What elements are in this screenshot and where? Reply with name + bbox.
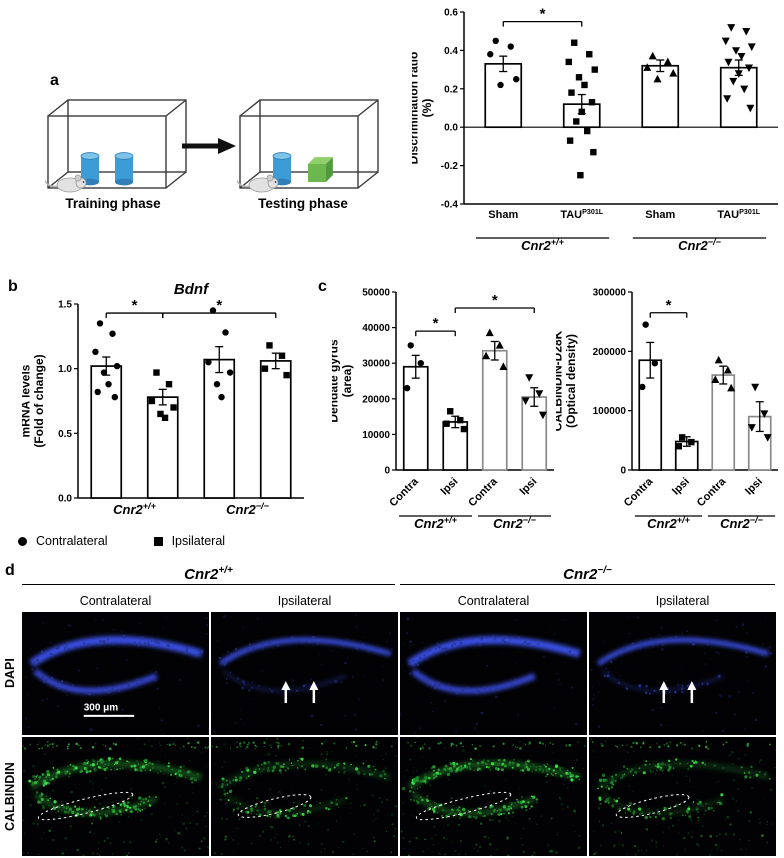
- svg-text:Cnr2−/−: Cnr2−/−: [720, 515, 763, 531]
- column-label-contralateral-ko: Contralateral: [457, 594, 530, 608]
- genotype-name: Cnr2: [563, 566, 598, 583]
- object-recognition-schematic: [40, 86, 410, 198]
- svg-text:-0.2: -0.2: [441, 161, 459, 172]
- svg-text:*: *: [132, 297, 138, 314]
- legend-label: Ipsilateral: [171, 534, 226, 548]
- svg-text:50000: 50000: [362, 288, 390, 299]
- bdnf-mrna-chart: 0.0 0.5 1.0 1.5 * * Cnr2+/+ Cnr2−/− mRNA levels(…: [18, 270, 314, 528]
- svg-text:10000: 10000: [362, 430, 390, 441]
- training-phase-label: Training phase: [65, 196, 161, 211]
- calbindin-contralateral-ko-image: [400, 737, 587, 856]
- svg-text:300 μm: 300 μm: [84, 702, 119, 713]
- svg-text:200000: 200000: [593, 347, 627, 358]
- svg-text:Cnr2+/+: Cnr2+/+: [414, 515, 457, 531]
- svg-text:Contra: Contra: [622, 475, 656, 509]
- svg-text:30000: 30000: [362, 359, 390, 370]
- svg-text:TAUP301L: TAUP301L: [560, 208, 603, 221]
- legend-label: Contralateral: [36, 534, 108, 548]
- svg-text:Contra: Contra: [387, 475, 421, 509]
- svg-text:Ipsi: Ipsi: [670, 476, 692, 498]
- svg-text:Sham: Sham: [488, 209, 518, 221]
- genotype-name: Cnr2: [184, 566, 219, 583]
- svg-text:Dendate gyrus(area): Dendate gyrus(area): [332, 339, 354, 423]
- discrimination-ratio-chart: -0.4 -0.2 0.0 0.2 0.4 0.6 * Sham TAUP301L Sham TAU…: [406, 0, 784, 262]
- svg-text:Ipsi: Ipsi: [438, 476, 460, 498]
- svg-text:40000: 40000: [362, 323, 390, 334]
- panel-b-legend: Contralateral Ipsilateral: [18, 534, 225, 548]
- svg-text:*: *: [216, 297, 222, 314]
- svg-text:1.0: 1.0: [58, 364, 72, 375]
- svg-text:Bdnf: Bdnf: [174, 281, 210, 298]
- dapi-ipsilateral-wt-image: [211, 612, 398, 735]
- svg-text:TAUP301L: TAUP301L: [717, 208, 760, 221]
- svg-text:Ipsi: Ipsi: [517, 476, 539, 498]
- column-label-ipsilateral-wt: Ipsilateral: [277, 594, 332, 608]
- svg-text:0.4: 0.4: [444, 46, 458, 57]
- genotype-superscript: −/−: [597, 565, 612, 576]
- svg-text:*: *: [666, 297, 672, 314]
- svg-text:*: *: [433, 315, 439, 332]
- svg-text:Cnr2−/−: Cnr2−/−: [226, 501, 269, 517]
- svg-text:Cnr2+/+: Cnr2+/+: [521, 237, 564, 253]
- svg-text:Contra: Contra: [695, 475, 729, 509]
- panel-c-label: c: [318, 278, 327, 295]
- genotype-underline: [22, 584, 395, 585]
- column-label-contralateral-wt: Contralateral: [79, 594, 152, 608]
- svg-text:0.6: 0.6: [444, 8, 458, 19]
- svg-text:Ipsi: Ipsi: [743, 476, 765, 498]
- panel-b-label: b: [8, 278, 18, 295]
- svg-text:20000: 20000: [362, 394, 390, 405]
- svg-text:Cnr2+/+: Cnr2+/+: [647, 515, 690, 531]
- row-label-calbindin: CALBINDIN: [3, 762, 17, 831]
- genotype-label: Cnr2−/−: [563, 565, 612, 583]
- dapi-ipsilateral-ko-image: [589, 612, 776, 735]
- column-label-ipsilateral-ko: Ipsilateral: [655, 594, 710, 608]
- genotype-label: Cnr2+/+: [184, 565, 233, 583]
- calbindin-density-chart: 0 100000 200000 300000 * Contra Ipsi Contra Ipsi…: [550, 282, 784, 564]
- svg-text:*: *: [540, 6, 546, 23]
- svg-text:Cnr2+/+: Cnr2+/+: [113, 501, 156, 517]
- svg-text:0: 0: [384, 466, 390, 477]
- svg-text:100000: 100000: [593, 406, 627, 417]
- panel-a-label: a: [50, 72, 59, 89]
- svg-text:Cnr2−/−: Cnr2−/−: [493, 515, 536, 531]
- svg-text:0.0: 0.0: [58, 494, 72, 505]
- genotype-header-cnr2-knockout: Cnr2−/−: [400, 565, 775, 585]
- calbindin-contralateral-wt-image: [22, 737, 209, 856]
- svg-text:300000: 300000: [593, 288, 627, 299]
- svg-text:*: *: [492, 292, 498, 309]
- svg-text:Discrimination ratio(%): Discrimination ratio(%): [412, 52, 434, 165]
- dentate-gyrus-area-chart: 0 10000 20000 30000 40000 50000 * * Contra Ipsi Co…: [326, 282, 562, 564]
- genotype-underline: [400, 584, 775, 585]
- svg-text:0: 0: [620, 466, 626, 477]
- square-marker-icon: [153, 536, 163, 546]
- svg-text:Sham: Sham: [645, 209, 675, 221]
- legend-item-contralateral: Contralateral: [18, 534, 108, 548]
- svg-text:Contra: Contra: [466, 475, 500, 509]
- legend-item-ipsilateral: Ipsilateral: [153, 534, 226, 548]
- dapi-contralateral-ko-image: [400, 612, 587, 735]
- panel-d-label: d: [5, 562, 15, 579]
- svg-text:Cnr2−/−: Cnr2−/−: [678, 237, 721, 253]
- calbindin-ipsilateral-wt-image: [211, 737, 398, 856]
- calbindin-ipsilateral-ko-image: [589, 737, 776, 856]
- svg-text:0.0: 0.0: [444, 123, 458, 134]
- genotype-header-cnr2-wildtype: Cnr2+/+: [22, 565, 395, 585]
- svg-text:mRNA levels(Fold of change): mRNA levels(Fold of change): [22, 354, 46, 447]
- dapi-contralateral-wt-image: 300 μm: [22, 612, 209, 735]
- genotype-superscript: +/+: [218, 565, 233, 576]
- svg-text:CALBINDIN-D28K(Optical density: CALBINDIN-D28K(Optical density): [556, 330, 578, 431]
- svg-text:-0.4: -0.4: [441, 200, 459, 211]
- circle-marker-icon: [18, 536, 27, 546]
- svg-text:0.2: 0.2: [444, 84, 458, 95]
- svg-text:1.5: 1.5: [58, 300, 72, 311]
- row-label-dapi: DAPI: [3, 658, 17, 689]
- testing-phase-label: Testing phase: [258, 196, 348, 211]
- svg-text:0.5: 0.5: [58, 429, 72, 440]
